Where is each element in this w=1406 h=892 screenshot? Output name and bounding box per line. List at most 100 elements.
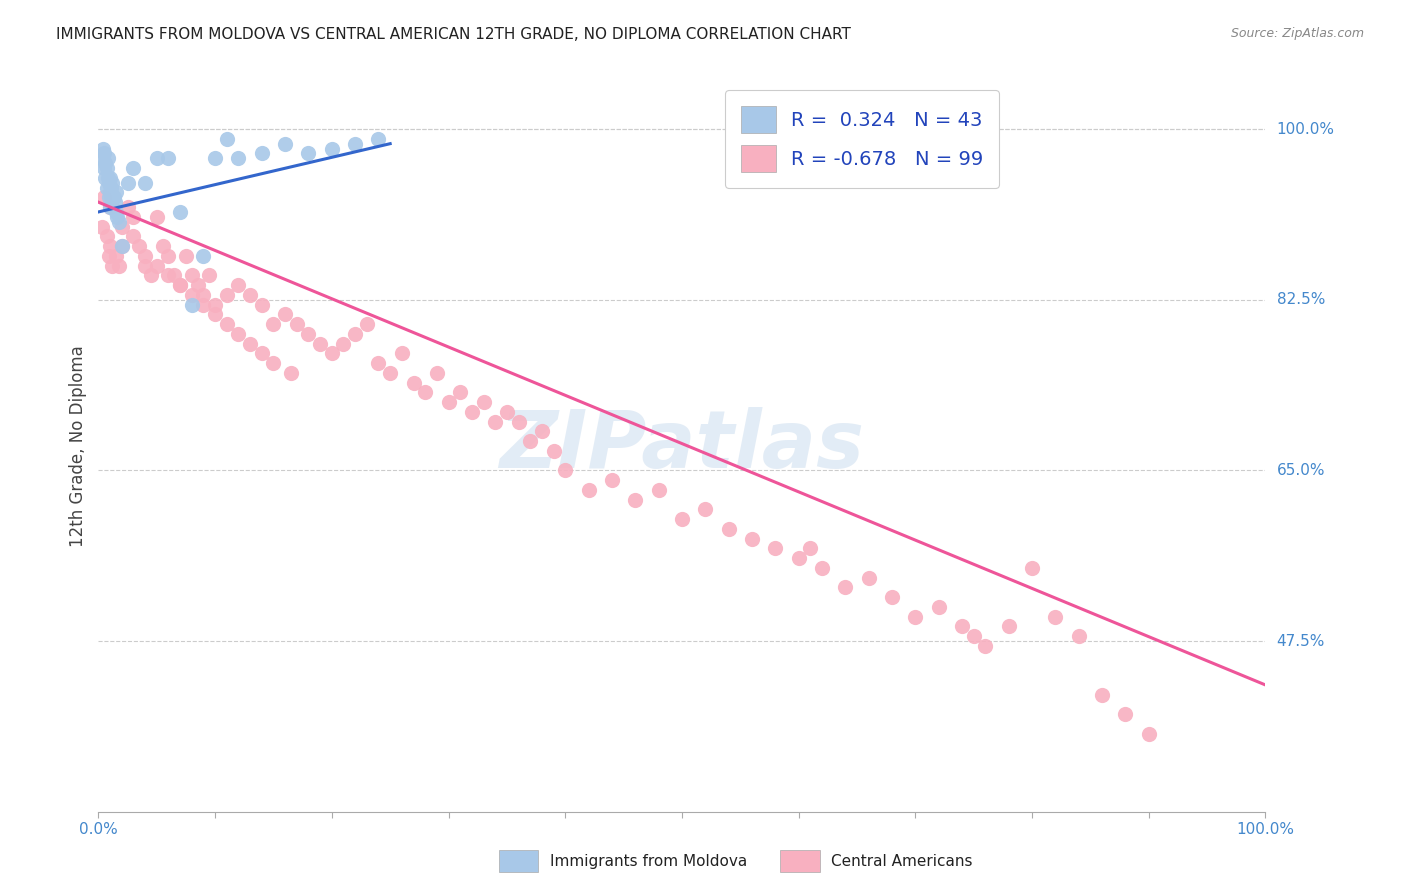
- Point: [297, 146, 319, 161]
- Point: [134, 176, 156, 190]
- Point: [180, 288, 202, 302]
- Point: [717, 522, 740, 536]
- Point: [321, 142, 343, 156]
- Point: [122, 229, 145, 244]
- Point: [309, 336, 332, 351]
- Point: [1045, 609, 1067, 624]
- Point: [461, 405, 484, 419]
- Point: [152, 239, 174, 253]
- Text: Immigrants from Moldova: Immigrants from Moldova: [550, 854, 747, 869]
- Point: [97, 151, 120, 165]
- Point: [543, 443, 565, 458]
- Point: [834, 581, 856, 595]
- Point: [228, 278, 250, 293]
- Point: [98, 200, 121, 214]
- Point: [174, 249, 197, 263]
- Legend: R =  0.324   N = 43, R = -0.678   N = 99: R = 0.324 N = 43, R = -0.678 N = 99: [725, 90, 998, 188]
- Point: [204, 297, 226, 311]
- Point: [554, 463, 576, 477]
- Point: [1114, 707, 1136, 722]
- Point: [437, 395, 460, 409]
- Text: 100.0%: 100.0%: [1277, 121, 1334, 136]
- Point: [193, 288, 215, 302]
- Point: [1021, 561, 1043, 575]
- Point: [100, 190, 122, 204]
- Point: [215, 132, 238, 146]
- Point: [928, 599, 950, 614]
- Point: [105, 210, 128, 224]
- Point: [1067, 629, 1090, 643]
- Point: [215, 288, 238, 302]
- Point: [98, 200, 121, 214]
- Point: [262, 356, 284, 370]
- Point: [169, 205, 191, 219]
- Point: [101, 200, 124, 214]
- Point: [402, 376, 425, 390]
- Point: [108, 215, 131, 229]
- Point: [285, 317, 308, 331]
- Point: [647, 483, 669, 497]
- Point: [163, 268, 186, 283]
- Point: [98, 239, 121, 253]
- Point: [98, 170, 121, 185]
- Point: [180, 297, 202, 311]
- Point: [111, 239, 134, 253]
- Point: [695, 502, 717, 516]
- Point: [93, 146, 115, 161]
- Point: [100, 180, 122, 194]
- Point: [94, 170, 117, 185]
- Point: [239, 336, 262, 351]
- Point: [391, 346, 413, 360]
- Point: [187, 278, 209, 293]
- Point: [157, 268, 180, 283]
- Point: [799, 541, 821, 556]
- Point: [321, 346, 343, 360]
- Text: ZIPatlas: ZIPatlas: [499, 407, 865, 485]
- Point: [367, 132, 389, 146]
- Text: Central Americans: Central Americans: [831, 854, 973, 869]
- Point: [671, 512, 693, 526]
- Point: [215, 317, 238, 331]
- Point: [122, 210, 145, 224]
- Point: [426, 366, 449, 380]
- Point: [180, 268, 202, 283]
- Point: [997, 619, 1019, 633]
- Point: [169, 278, 191, 293]
- Point: [472, 395, 495, 409]
- Point: [96, 161, 118, 175]
- Point: [91, 142, 114, 156]
- Point: [96, 229, 118, 244]
- Point: [204, 151, 226, 165]
- Point: [134, 259, 156, 273]
- Text: 82.5%: 82.5%: [1277, 293, 1324, 307]
- Point: [228, 326, 250, 341]
- Point: [228, 151, 250, 165]
- Point: [811, 561, 834, 575]
- Point: [530, 425, 553, 439]
- Point: [108, 259, 131, 273]
- Point: [367, 356, 389, 370]
- Point: [519, 434, 541, 449]
- Point: [974, 639, 997, 653]
- Point: [97, 176, 120, 190]
- Point: [101, 176, 124, 190]
- Point: [250, 346, 273, 360]
- Point: [880, 590, 903, 604]
- Point: [280, 366, 302, 380]
- Point: [96, 180, 118, 194]
- Point: [198, 268, 221, 283]
- Point: [117, 176, 139, 190]
- Point: [103, 190, 125, 204]
- Point: [122, 161, 145, 175]
- Point: [262, 317, 284, 331]
- Point: [93, 190, 115, 204]
- Text: Source: ZipAtlas.com: Source: ZipAtlas.com: [1230, 27, 1364, 40]
- Point: [146, 259, 169, 273]
- Point: [962, 629, 984, 643]
- Text: 65.0%: 65.0%: [1277, 463, 1324, 478]
- Point: [858, 571, 880, 585]
- Point: [904, 609, 927, 624]
- Y-axis label: 12th Grade, No Diploma: 12th Grade, No Diploma: [69, 345, 87, 547]
- Point: [93, 161, 115, 175]
- Point: [496, 405, 519, 419]
